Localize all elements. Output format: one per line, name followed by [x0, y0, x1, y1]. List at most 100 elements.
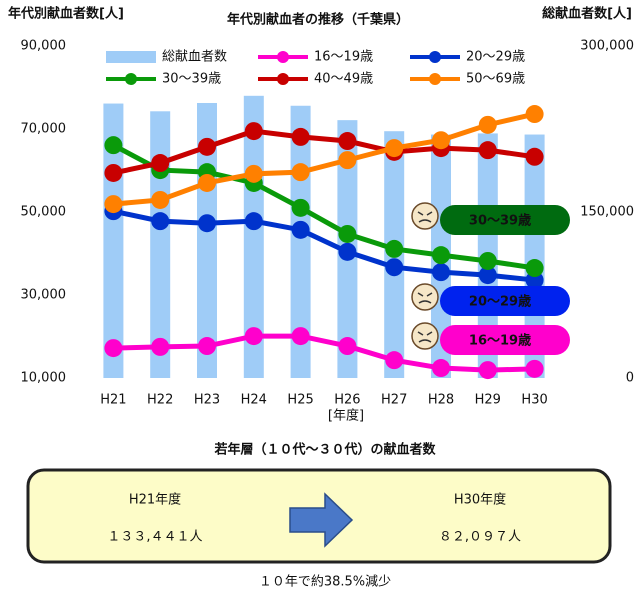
point	[432, 263, 450, 282]
x-tick-label: H29	[475, 393, 501, 408]
line	[112, 128, 535, 176]
legend-swatch	[106, 51, 156, 63]
callout-text: 30～39歳	[469, 213, 531, 229]
x-tick-label: H30	[521, 393, 547, 408]
icon	[411, 283, 439, 311]
summary-title: 若年層（１０代～３０代）の献血者数	[213, 442, 436, 458]
point	[525, 359, 544, 378]
point	[198, 173, 216, 192]
point	[291, 220, 310, 239]
point	[151, 212, 170, 231]
point	[432, 359, 450, 378]
point	[244, 212, 263, 231]
point	[432, 131, 450, 150]
y-tick-label: 90,000	[21, 39, 67, 54]
point	[338, 337, 357, 356]
x-tick-label: H22	[147, 393, 173, 408]
x-tick-label: H28	[428, 393, 454, 408]
line	[112, 208, 535, 283]
point	[151, 190, 170, 209]
point	[151, 154, 170, 173]
legend-label: 40～49歳	[314, 72, 373, 87]
plot: 10,000 30,000 50,000 70,000 90,000 0 150,000 30…	[21, 39, 635, 408]
point	[478, 266, 497, 285]
legend-bg	[100, 46, 556, 90]
summary-note: １０年で約38.5%減少	[259, 574, 391, 590]
icon	[417, 211, 433, 223]
legend-swatch	[125, 73, 137, 85]
point	[291, 198, 310, 217]
y2-tick-label: 300,000	[580, 39, 634, 54]
point	[385, 139, 404, 158]
icon	[417, 292, 433, 304]
point	[291, 163, 310, 182]
legend-label: 16～19歳	[314, 50, 373, 65]
icon	[411, 202, 439, 230]
point	[198, 337, 216, 356]
y-tick-label: 10,000	[21, 371, 67, 386]
chart-title: 年代別献血者の推移（千葉県）	[227, 12, 409, 28]
point	[151, 337, 170, 356]
y2-axis-label: 総献血者数[人]	[542, 6, 632, 22]
callout	[440, 325, 570, 355]
point	[338, 224, 357, 243]
x-tick-label: H24	[241, 393, 267, 408]
point	[244, 327, 263, 346]
y-tick-label: 70,000	[21, 122, 67, 137]
line	[113, 111, 536, 207]
legend-label: 30～39歳	[162, 72, 221, 87]
point	[478, 115, 497, 134]
x-tick-label: H25	[287, 393, 313, 408]
point	[244, 164, 263, 183]
line	[113, 333, 535, 373]
point	[385, 258, 404, 277]
legend-swatch	[277, 51, 289, 63]
y-tick-label: 50,000	[21, 205, 67, 220]
point	[338, 151, 357, 170]
callout	[440, 205, 570, 235]
legend-label: 総献血者数	[162, 50, 227, 65]
callout-text: 20～29歳	[469, 294, 531, 310]
icon	[417, 331, 433, 343]
point	[338, 242, 357, 261]
point	[432, 246, 450, 265]
arrow	[289, 492, 354, 548]
icon	[411, 322, 439, 350]
point	[104, 339, 123, 358]
point	[198, 214, 216, 233]
y-axis-label: 年代別献血者数[人]	[8, 6, 124, 22]
x-axis-label: [年度]	[328, 408, 364, 424]
from-count: １３３,４４１人	[107, 530, 202, 545]
point	[104, 163, 123, 182]
to-year: H30年度	[454, 492, 506, 508]
point	[244, 122, 263, 141]
point	[478, 141, 497, 160]
line	[112, 142, 535, 271]
x-tick-label: H23	[194, 393, 220, 408]
point	[385, 239, 404, 258]
callout	[440, 286, 570, 316]
legend-swatch	[277, 73, 289, 85]
callout-text: 16～19歳	[469, 333, 531, 349]
point	[478, 251, 497, 270]
to-count: ８２,０９７人	[439, 530, 521, 545]
legend-label: 50～69歳	[466, 72, 525, 87]
bar	[150, 111, 171, 378]
point	[198, 137, 216, 156]
y-tick-label: 30,000	[21, 288, 67, 303]
legend-label: 20～29歳	[466, 50, 525, 65]
x-tick-label: H26	[334, 393, 360, 408]
point	[525, 259, 544, 278]
legend-swatch	[429, 73, 441, 85]
x-tick-label: H27	[381, 393, 407, 408]
point	[104, 136, 123, 155]
bar	[524, 134, 545, 378]
point	[291, 127, 310, 146]
legend-swatch	[429, 51, 441, 63]
point	[338, 132, 357, 151]
point	[291, 327, 310, 346]
point	[478, 361, 497, 380]
y2-tick-label: 150,000	[580, 205, 634, 220]
